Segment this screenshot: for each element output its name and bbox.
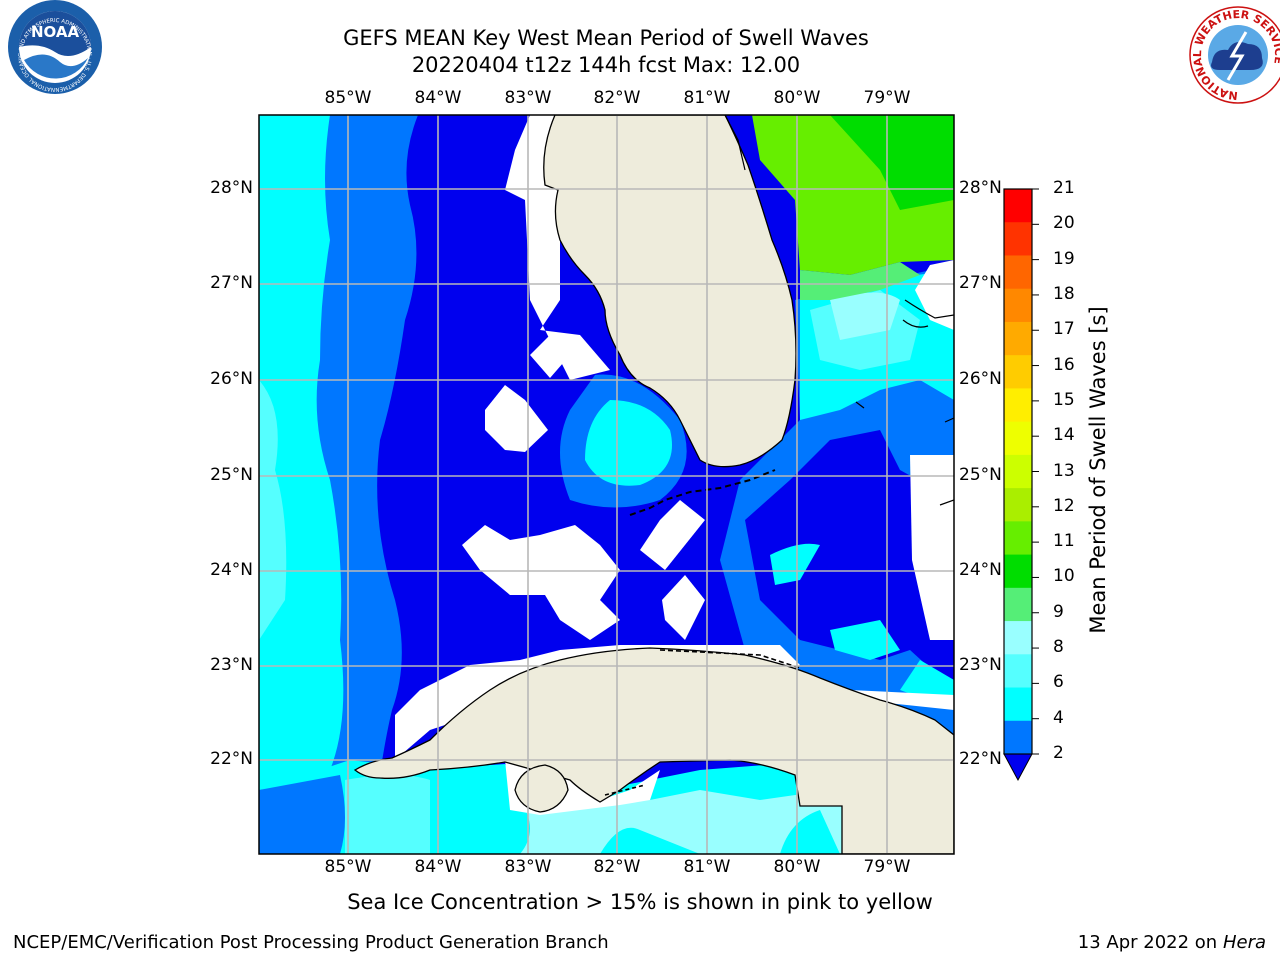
florida-keys <box>629 469 776 516</box>
colorbar-segment <box>1004 222 1032 256</box>
colorbar-tick-label: 16 <box>1053 354 1075 375</box>
colorbar-segment <box>1004 554 1032 589</box>
colorbar-tick-label: 14 <box>1053 425 1075 446</box>
lat-label-right: 23°N <box>959 655 1002 675</box>
colorbar-tick-label: 15 <box>1053 389 1075 410</box>
lat-label-right: 27°N <box>959 273 1002 293</box>
lon-label-bottom: 79°W <box>863 857 911 877</box>
lon-label-bottom: 84°W <box>414 857 462 877</box>
colorbar-tick-label: 10 <box>1053 566 1075 587</box>
colorbar-tick-label: 21 <box>1053 178 1075 198</box>
colorbar-segment <box>1004 621 1032 655</box>
lon-label-top: 80°W <box>773 88 821 108</box>
colorbar-tick-label: 20 <box>1053 213 1075 234</box>
colorbar <box>1003 188 1039 782</box>
lon-label-bottom: 82°W <box>593 857 641 877</box>
colorbar-tick-label: 9 <box>1053 601 1064 622</box>
lon-label-top: 85°W <box>324 88 372 108</box>
lat-label-left: 26°N <box>210 369 253 389</box>
no-data-patch <box>915 260 954 330</box>
noaa-logo-text: NOAA <box>31 23 80 41</box>
lon-label-top: 82°W <box>593 88 641 108</box>
lat-label-left: 28°N <box>210 178 253 198</box>
lat-label-left: 27°N <box>210 273 253 293</box>
colorbar-segment <box>1004 488 1032 522</box>
colorbar-segment <box>1004 388 1032 423</box>
colorbar-label: Mean Period of Swell Waves [s] <box>1086 306 1110 634</box>
lon-label-bottom: 85°W <box>324 857 372 877</box>
colorbar-segment <box>1004 321 1032 356</box>
no-data-patch <box>462 525 620 640</box>
lat-label-right: 22°N <box>959 749 1002 769</box>
colorbar-tick-label: 18 <box>1053 283 1075 304</box>
colorbar-tick-label: 11 <box>1053 531 1075 552</box>
no-data-patch <box>530 335 570 378</box>
period-9-10-region <box>800 262 920 300</box>
lon-label-top: 79°W <box>863 88 911 108</box>
land-cuba <box>353 647 954 854</box>
lat-label-left: 24°N <box>210 560 253 580</box>
nws-logo: NATIONAL WEATHER SERVICE <box>1189 6 1280 104</box>
no-data-patch <box>640 500 705 570</box>
colorbar-segment <box>1004 521 1032 556</box>
lon-label-top: 84°W <box>414 88 462 108</box>
colorbar-tick-label: 2 <box>1053 743 1064 763</box>
lat-label-right: 26°N <box>959 369 1002 389</box>
colorbar-under-arrow <box>1003 753 1033 782</box>
period-11-12-region <box>830 115 954 210</box>
colorbar-segment <box>1004 454 1032 489</box>
colorbar-tick-label: 4 <box>1053 707 1064 728</box>
colorbar-segment <box>1004 189 1032 223</box>
colorbar-tick-label: 13 <box>1053 460 1075 481</box>
map-frame <box>258 114 955 855</box>
colorbar-segment <box>1004 288 1032 323</box>
map-title: GEFS MEAN Key West Mean Period of Swell … <box>343 26 869 50</box>
map-area <box>259 115 954 854</box>
lon-label-bottom: 83°W <box>504 857 552 877</box>
lon-label-bottom: 81°W <box>683 857 731 877</box>
lat-label-right: 25°N <box>959 465 1002 485</box>
colorbar-segment <box>1004 421 1032 456</box>
lon-label-top: 83°W <box>504 88 552 108</box>
colorbar-segment <box>1004 687 1032 722</box>
machine-name: Hera <box>1222 932 1266 953</box>
lat-label-right: 24°N <box>959 560 1002 580</box>
colorbar-tick-label: 8 <box>1053 637 1064 658</box>
lat-label-left: 23°N <box>210 655 253 675</box>
colorbar-segment <box>1004 587 1032 622</box>
colorbar-tick-label: 6 <box>1053 672 1064 693</box>
date-text: 13 Apr 2022 on <box>1077 932 1223 953</box>
period-2-4-east <box>720 265 954 770</box>
no-data-patch <box>485 385 548 452</box>
colorbar-tick-label: 19 <box>1053 248 1075 269</box>
lon-label-bottom: 80°W <box>773 857 821 877</box>
no-data-patch <box>910 455 954 640</box>
map-gridlines <box>259 115 954 854</box>
period-4-6-gulf <box>585 400 672 486</box>
lat-label-left: 25°N <box>210 465 253 485</box>
period-8-9-east <box>830 292 900 340</box>
colorbar-segment <box>1004 720 1032 755</box>
colorbar-tick-label: 12 <box>1053 495 1075 516</box>
noaa-logo: NOAA NATIONAL OCEANIC AND ATMOSPHERIC AD… <box>0 0 102 94</box>
no-data-patch <box>662 575 705 640</box>
colorbar-segment <box>1004 255 1032 290</box>
lat-label-left: 22°N <box>210 749 253 769</box>
colorbar-segment <box>1004 355 1032 389</box>
bahamas-coast <box>904 299 954 319</box>
colorbar-segment <box>1004 654 1032 689</box>
date-stamp: 13 Apr 2022 on Hera <box>1078 932 1266 953</box>
map-subtitle: 20220404 t12z 144h fcst Max: 12.00 <box>411 53 801 77</box>
lon-label-top: 81°W <box>683 88 731 108</box>
no-data-patch <box>505 115 610 380</box>
land-florida <box>543 115 797 468</box>
colorbar-tick-label: 17 <box>1053 319 1075 340</box>
lat-label-right: 28°N <box>959 178 1002 198</box>
sea-ice-footnote: Sea Ice Concentration > 15% is shown in … <box>347 890 933 914</box>
period-6-8-west <box>259 380 287 640</box>
credit-line: NCEP/EMC/Verification Post Processing Pr… <box>13 932 609 953</box>
